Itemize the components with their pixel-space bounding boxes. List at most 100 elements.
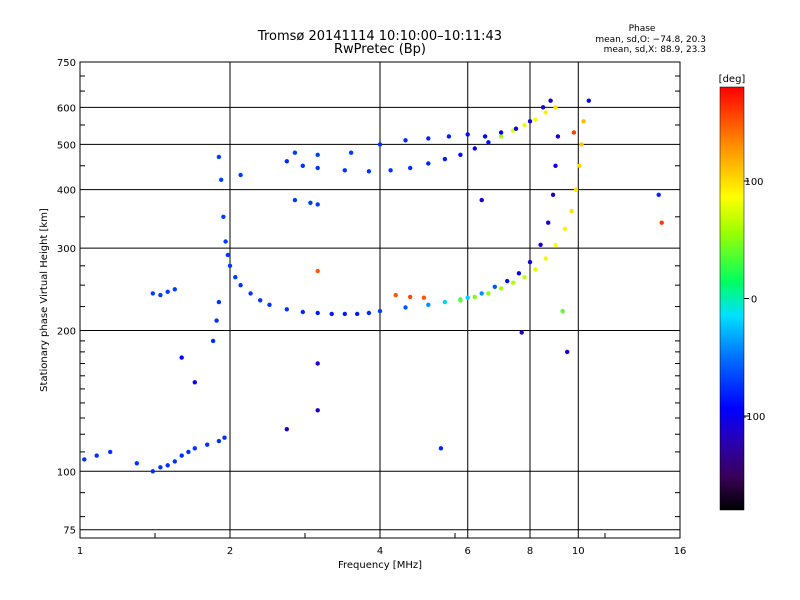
- data-point: [421, 295, 427, 300]
- data-point: [355, 311, 360, 317]
- data-point: [308, 200, 313, 205]
- data-point: [571, 130, 577, 135]
- color-bar-tick-label: 0: [751, 295, 757, 306]
- x-tick-label: 1: [77, 546, 83, 557]
- color-bar-tick-label: 100: [744, 177, 763, 188]
- data-point: [366, 169, 372, 174]
- data-point: [446, 134, 452, 139]
- data-point: [216, 299, 222, 305]
- data-point: [329, 311, 334, 317]
- data-point: [426, 136, 431, 141]
- data-point: [492, 284, 497, 289]
- data-point: [581, 119, 586, 124]
- data-point: [216, 438, 222, 444]
- data-point: [225, 252, 230, 258]
- data-point: [315, 165, 320, 171]
- chart-subtitle: RwPretec (Bp): [334, 42, 426, 57]
- data-point: [150, 469, 155, 474]
- data-point: [438, 446, 444, 451]
- data-point: [510, 280, 516, 285]
- data-point: [659, 220, 664, 225]
- data-point: [555, 134, 561, 139]
- data-point: [219, 177, 224, 182]
- data-point: [527, 119, 533, 124]
- data-point: [498, 134, 504, 139]
- y-tick-label: 750: [57, 58, 76, 69]
- data-point: [165, 289, 170, 294]
- data-point: [403, 138, 408, 143]
- data-point: [577, 163, 582, 168]
- y-tick-label: 500: [57, 140, 76, 151]
- data-point: [543, 256, 548, 261]
- x-tick-label: 6: [465, 546, 471, 557]
- data-point: [553, 105, 558, 110]
- data-point: [238, 172, 243, 178]
- data-point: [179, 453, 184, 458]
- data-point: [366, 310, 372, 316]
- data-point: [465, 132, 470, 137]
- data-point: [134, 461, 139, 466]
- data-point: [505, 278, 510, 284]
- data-point: [227, 263, 233, 268]
- data-point: [403, 305, 408, 310]
- data-point: [205, 442, 210, 447]
- data-point: [292, 150, 298, 155]
- data-point: [540, 105, 546, 110]
- data-point: [210, 338, 216, 344]
- data-point: [479, 291, 484, 296]
- data-point: [442, 299, 448, 305]
- x-axis-label: Frequency [MHz]: [338, 560, 422, 571]
- data-point: [192, 446, 197, 451]
- data-point: [108, 449, 113, 455]
- data-point: [342, 168, 347, 173]
- data-point: [300, 309, 305, 315]
- data-point: [223, 239, 228, 244]
- phase-stats-o-mode: mean, sd,O: −74.8, 20.3: [595, 35, 706, 45]
- grid-lines: [80, 62, 680, 538]
- data-point: [486, 291, 491, 296]
- data-point: [315, 310, 320, 316]
- x-tick-label: 2: [227, 546, 233, 557]
- data-point: [516, 271, 522, 276]
- data-point: [82, 457, 87, 462]
- data-point: [579, 142, 584, 147]
- data-point: [348, 150, 354, 155]
- data-point: [222, 435, 227, 440]
- data-point: [179, 355, 184, 360]
- data-point: [533, 117, 538, 122]
- data-point: [377, 142, 383, 147]
- data-point: [513, 126, 519, 131]
- data-point: [315, 202, 320, 207]
- data-point: [233, 275, 238, 280]
- y-axis-label: Stationary phase Virtual Height [km]: [39, 208, 50, 392]
- data-point: [388, 168, 393, 173]
- y-tick-label: 100: [57, 467, 76, 478]
- x-tick-label: 8: [527, 546, 533, 557]
- data-points: [82, 98, 664, 474]
- y-tick-label: 400: [57, 186, 76, 197]
- data-point: [377, 308, 383, 314]
- y-tick-label: 200: [57, 326, 76, 337]
- data-point: [94, 453, 99, 458]
- data-point: [292, 197, 298, 203]
- data-point: [472, 146, 477, 151]
- data-point: [258, 298, 263, 303]
- data-point: [472, 294, 477, 300]
- data-point: [221, 214, 226, 219]
- chart-title: Tromsø 20141114 10:10:00–10:11:43: [257, 29, 502, 44]
- x-tick-label: 16: [674, 546, 687, 557]
- y-tick-label: 600: [57, 103, 76, 114]
- data-point: [458, 152, 463, 157]
- data-point: [315, 152, 320, 157]
- data-point: [214, 318, 219, 323]
- data-point: [486, 140, 491, 145]
- data-point: [498, 130, 504, 135]
- color-bar-ticks: 100 0 -100: [743, 177, 766, 423]
- data-point: [315, 361, 320, 366]
- data-point: [573, 187, 579, 192]
- data-point: [533, 267, 538, 272]
- x-tick-label: 4: [377, 546, 383, 557]
- data-point: [519, 330, 524, 335]
- data-point: [569, 208, 574, 214]
- data-point: [158, 465, 163, 470]
